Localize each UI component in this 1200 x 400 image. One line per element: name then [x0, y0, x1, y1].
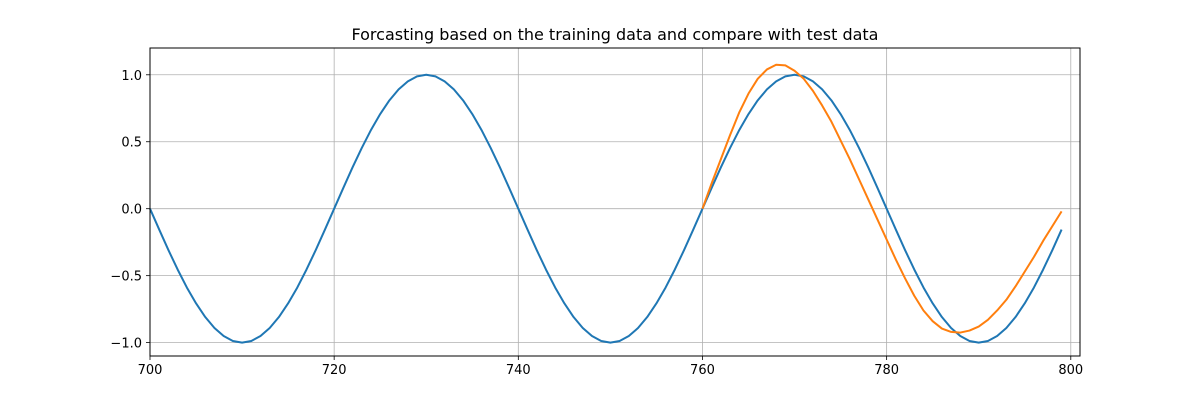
- axes-layer: [149, 47, 1081, 357]
- grid-layer: [149, 48, 1080, 356]
- series-line-2: [701, 63, 1063, 334]
- series-layer: [149, 63, 1063, 344]
- x-tick-label: 740: [506, 363, 531, 378]
- tick-layer: 700 720 740 760 780 800 −1.0 −0.5 0.0 0.5 1.0: [110, 69, 1083, 378]
- y-tick-label: 1.0: [121, 69, 142, 84]
- y-tick-label: 0.0: [121, 203, 142, 218]
- x-tick-label: 760: [690, 363, 715, 378]
- chart-title: Forcasting based on the training data an…: [352, 25, 879, 44]
- x-tick-label: 800: [1058, 363, 1083, 378]
- x-tick-label: 700: [138, 363, 163, 378]
- x-tick-label: 720: [322, 363, 347, 378]
- y-tick-label: −1.0: [110, 337, 142, 352]
- y-tick-label: −0.5: [110, 270, 142, 285]
- y-tick-label: 0.5: [121, 136, 142, 151]
- plot-frame: [149, 47, 1081, 357]
- series-line-1: [149, 73, 1063, 344]
- x-tick-label: 780: [874, 363, 899, 378]
